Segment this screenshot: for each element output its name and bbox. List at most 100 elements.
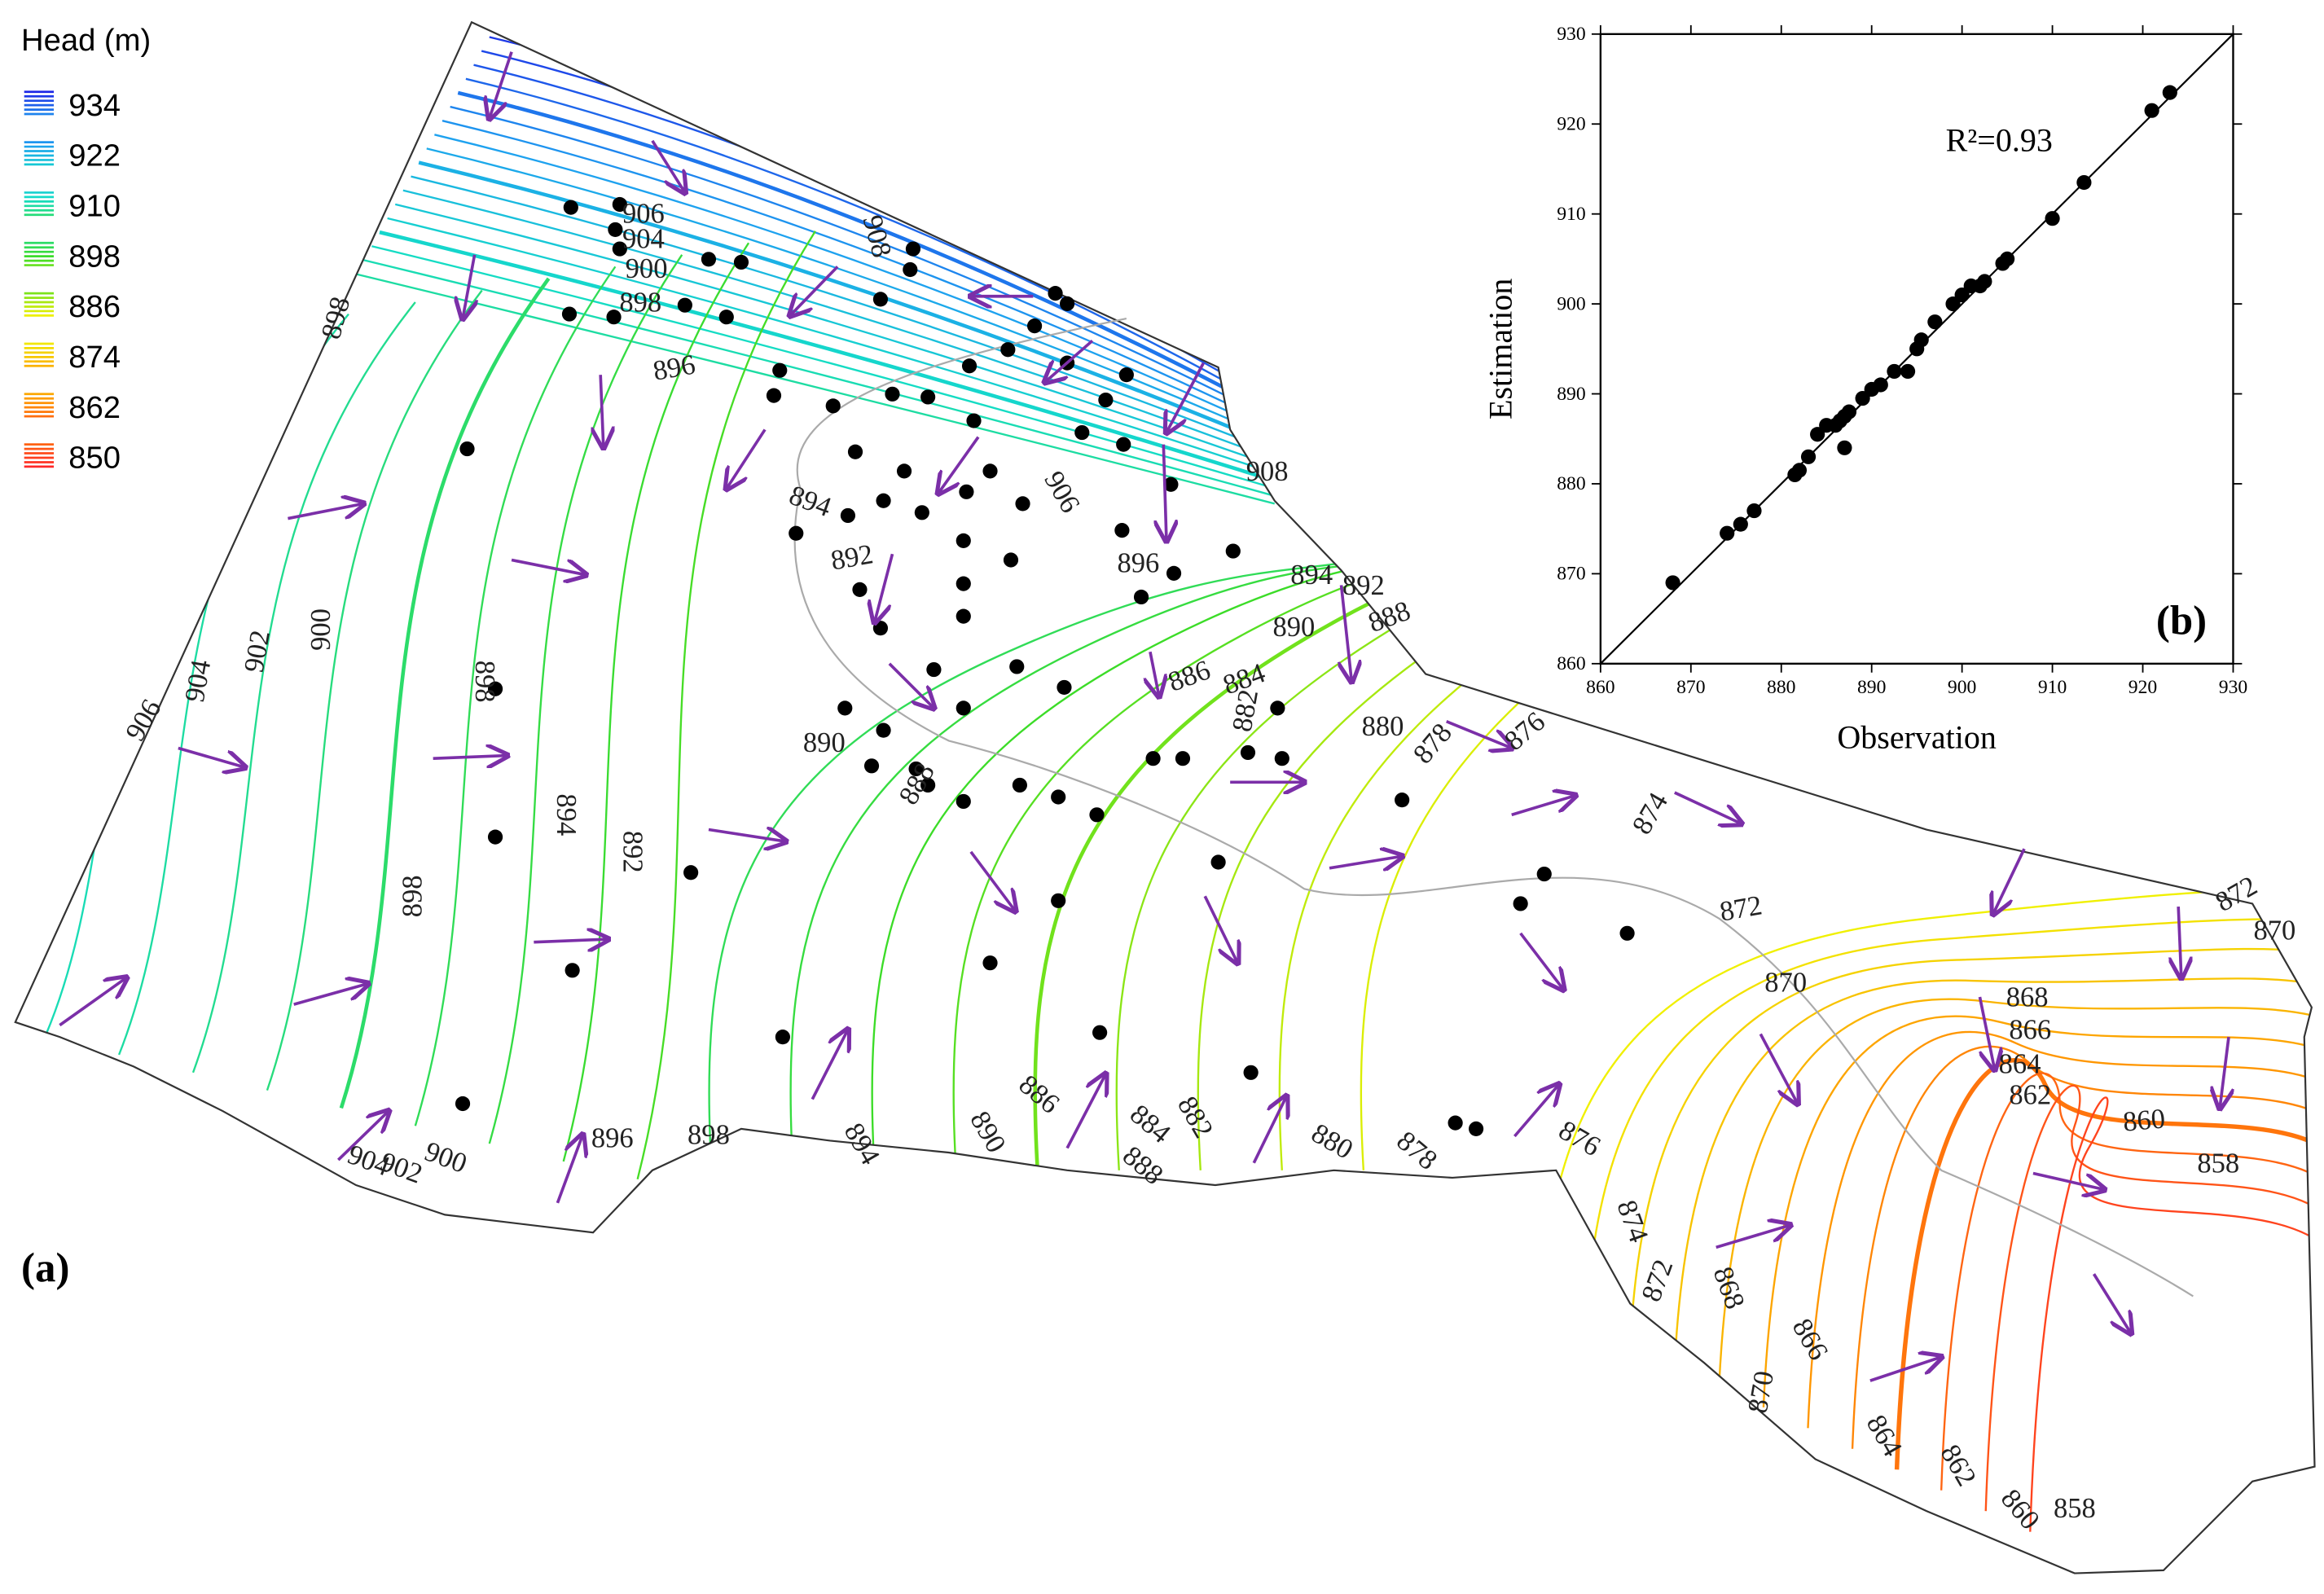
contour-line [489, 36, 1216, 357]
well [561, 306, 578, 322]
y-tick-label: 870 [1557, 564, 1585, 585]
x-axis-label: Observation [1837, 718, 1997, 755]
well [1133, 589, 1149, 605]
contour-label: 872 [2210, 870, 2262, 918]
flow-arrow [2092, 1273, 2131, 1333]
contour-label: 860 [2122, 1103, 2167, 1137]
contour-label: 872 [1717, 889, 1764, 927]
contour-line [871, 532, 1587, 1170]
flow-arrow [1045, 339, 1094, 382]
contour-label: 898 [619, 288, 661, 318]
flow-arrow [811, 1030, 848, 1100]
scatter-point [1913, 332, 1929, 348]
scatter-point [1900, 363, 1916, 380]
contour-label: 894 [785, 480, 836, 523]
well [840, 507, 856, 524]
well [959, 484, 974, 499]
flow-arrow [490, 51, 513, 119]
legend-label: 874 [68, 340, 121, 375]
y-tick-label: 920 [1557, 114, 1585, 135]
flow-arrow [1329, 856, 1402, 868]
well [718, 310, 734, 325]
contour-line [488, 254, 683, 1144]
contour-label: 890 [803, 727, 846, 758]
map-boundary [14, 20, 2316, 1574]
well [1225, 543, 1241, 559]
contour-label: 868 [2006, 982, 2049, 1013]
contour-label: 898 [398, 875, 428, 917]
flow-arrow [727, 428, 767, 489]
scatter-point [1945, 296, 1961, 312]
flow-arrow [1065, 1074, 1105, 1149]
contour-label: 896 [591, 1122, 634, 1153]
contour-label: 878 [1390, 1125, 1443, 1175]
contour-line [562, 242, 750, 1162]
contour-line [1673, 977, 2315, 1366]
well [733, 254, 749, 270]
well [1000, 342, 1016, 358]
contour-line [266, 289, 483, 1091]
well [896, 463, 912, 479]
well [1448, 1115, 1463, 1131]
flow-arrow [1993, 848, 2026, 914]
contour-label: 882 [1171, 1091, 1219, 1144]
panel-label-b: (b) [2156, 598, 2207, 643]
contour-label: 898 [315, 293, 356, 342]
well [612, 196, 627, 213]
well [1468, 1121, 1484, 1136]
well [1048, 286, 1063, 301]
scatter-point [2045, 211, 2060, 226]
well [926, 661, 942, 678]
flow-arrow [534, 939, 608, 942]
y-tick-label: 880 [1557, 473, 1585, 494]
flow-arrow [1519, 932, 1564, 990]
well [1166, 565, 1182, 581]
contour-line [44, 325, 283, 1038]
flow-arrow [938, 436, 980, 494]
well [772, 362, 788, 378]
contour-line [442, 120, 1237, 409]
scatter-point [1720, 525, 1735, 541]
contour-line [1584, 918, 2315, 1325]
scatter-point [1927, 314, 1943, 330]
well [1240, 744, 1256, 761]
scatter-point [2076, 174, 2092, 191]
flow-arrow [2178, 907, 2181, 977]
well [872, 621, 889, 636]
well [1009, 659, 1025, 674]
contour-label: 894 [551, 793, 582, 836]
well [905, 241, 921, 257]
contour-label: 858 [2197, 1148, 2239, 1179]
contour-line [402, 189, 1254, 453]
legend-label: 850 [68, 441, 121, 476]
flow-arrow [336, 1111, 389, 1161]
well [1026, 318, 1043, 334]
contour-line [339, 277, 551, 1109]
contour-label: 874 [1626, 788, 1674, 840]
x-tick-label: 870 [1676, 677, 1705, 698]
flow-arrow [708, 830, 786, 842]
well [1003, 552, 1019, 568]
flow-arrow [59, 977, 126, 1027]
flow-arrow [875, 553, 894, 622]
contour-line [379, 230, 1265, 480]
well [966, 413, 982, 428]
well [908, 761, 924, 777]
well [563, 200, 578, 215]
well [1270, 700, 1285, 716]
well [956, 793, 971, 810]
contour-label: 872 [1636, 1255, 1679, 1306]
contour-line [1851, 1045, 2315, 1449]
legend-label: 886 [68, 289, 121, 324]
scatter-point [1954, 287, 1970, 303]
well [1051, 893, 1066, 908]
well [914, 505, 929, 520]
well [459, 441, 475, 457]
well [1060, 296, 1075, 311]
annotation: R²=0.93 [1946, 122, 2053, 159]
flow-arrow [1163, 444, 1166, 541]
x-tick-label: 930 [2219, 677, 2247, 698]
well [775, 1030, 790, 1045]
well [1513, 896, 1528, 911]
well [1098, 392, 1114, 408]
